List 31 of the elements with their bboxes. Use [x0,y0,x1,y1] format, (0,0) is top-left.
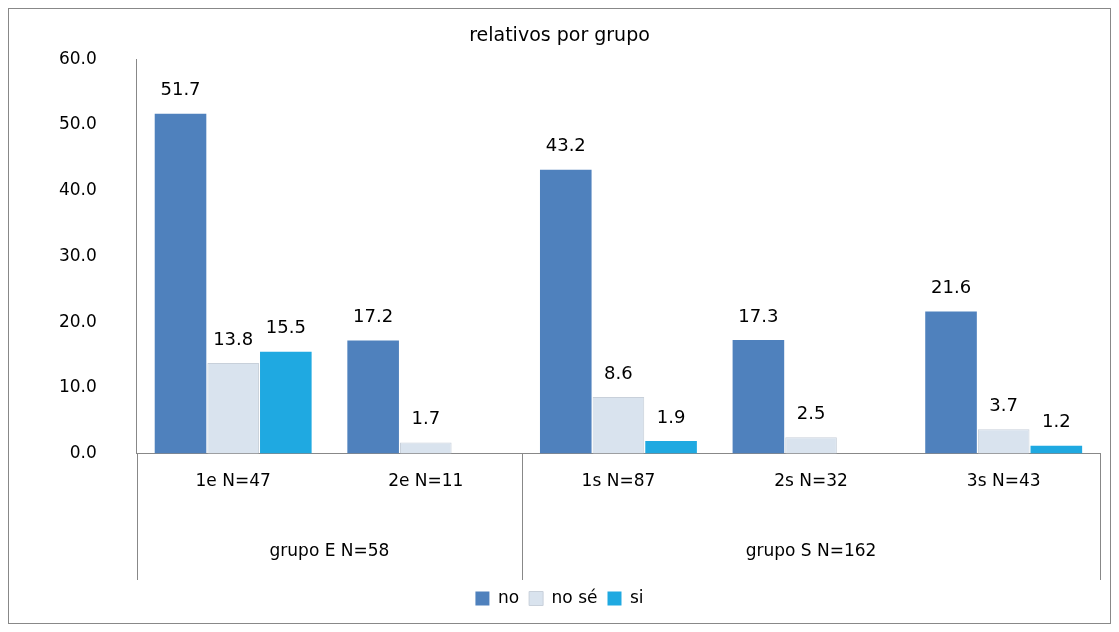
x-tick-label: 3s N=43 [966,470,1041,491]
legend-label: no [497,586,520,607]
data-label: 51.7 [160,78,201,100]
x-tick-label: 1s N=87 [581,470,656,491]
data-label: 3.7 [989,393,1019,415]
legend-label: si [630,586,644,607]
data-label: 1.9 [656,405,686,427]
text: grupo S N=162 [745,540,877,561]
data-label: 1.2 [1042,410,1071,432]
data-label: 21.6 [930,276,972,298]
x-tick-label: 2s N=32 [774,470,848,491]
x-tick-label: 2e N=11 [388,470,464,491]
y-tick-label: 60.0 [58,47,97,68]
chart-title: relativos por grupo [469,22,650,45]
data-label: 8.6 [604,361,633,383]
data-label: 2.5 [796,401,826,423]
text: grupo E N=58 [269,540,390,561]
y-tick-label: 40.0 [58,179,97,200]
y-tick-label: 50.0 [58,113,97,134]
x-tick-label: 1e N=47 [195,470,271,491]
legend-label: no sé [551,586,598,607]
data-label: 13.8 [213,327,254,349]
y-tick-label: 20.0 [58,310,97,331]
data-label: 17.3 [738,304,779,326]
data-label: 15.5 [265,316,306,338]
data-label: 17.2 [353,305,394,327]
y-tick-label: 0.0 [69,442,97,463]
y-tick-label: 10.0 [58,376,97,397]
y-tick-label: 30.0 [58,244,97,265]
data-label: 43.2 [545,134,586,156]
data-label: 1.7 [411,407,441,429]
